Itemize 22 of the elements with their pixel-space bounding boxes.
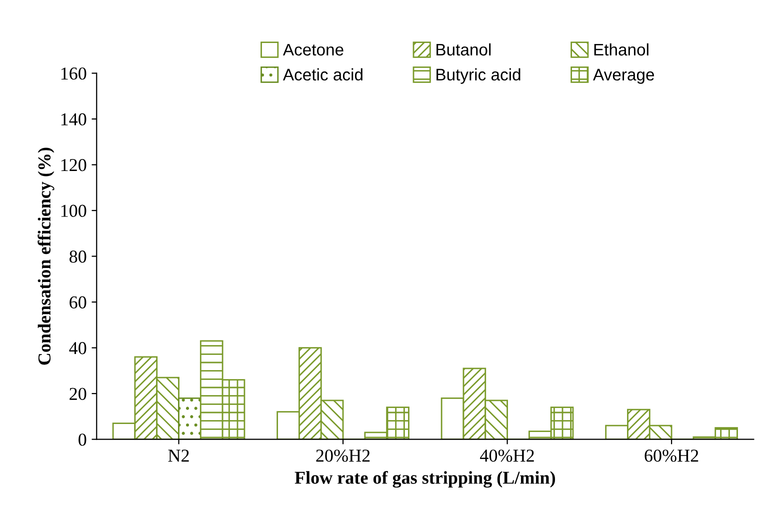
- y-tick-label: 80: [70, 250, 86, 263]
- legend-label: Average: [593, 68, 654, 84]
- legend-label: Acetone: [282, 44, 344, 56]
- y-tick-label: 20: [70, 388, 86, 400]
- legend-label: Ethanol: [594, 43, 648, 56]
- x-axis-title: Flow rate of gas stripping (L/min): [294, 470, 556, 488]
- y-tick-label: 100: [61, 204, 86, 217]
- x-tick-label: 40%H2: [480, 450, 534, 462]
- legend-label: Acetic acid: [282, 68, 362, 81]
- x-tick-label: N2: [168, 450, 189, 462]
- x-tick-label: 60%H2: [644, 450, 698, 462]
- y-tick-label: 60: [70, 296, 86, 308]
- y-tick-label: 120: [61, 159, 86, 172]
- y-tick-label: 0: [78, 434, 86, 446]
- y-tick-label: 40: [69, 342, 86, 354]
- y-axis-title: Condensation efficiency (%): [38, 148, 54, 365]
- bar: [178, 397, 202, 440]
- y-tick-label: 160: [61, 67, 86, 80]
- y-tick-label: 140: [61, 113, 86, 126]
- legend-label: Butanol: [436, 43, 491, 56]
- legend-label: Butyric acid: [436, 68, 520, 84]
- x-tick-label: 20%H2: [316, 450, 370, 462]
